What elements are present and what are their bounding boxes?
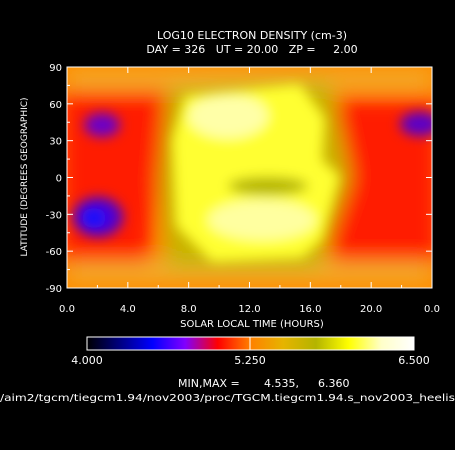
- y-tick-label: -30: [46, 210, 62, 221]
- colorbar-mid-label: 5.250: [234, 354, 266, 367]
- y-tick-label: 30: [49, 137, 62, 148]
- y-axis-label: LATITUDE (DEGREES GEOGRAPHIC): [20, 97, 30, 256]
- density-heatmap: [67, 67, 432, 288]
- x-tick-label: 0.0: [59, 304, 75, 315]
- x-tick-label: 20.0: [360, 304, 382, 315]
- x-tick-label: 4.0: [120, 304, 136, 315]
- y-tick-label: 60: [49, 100, 62, 111]
- minmax-label: MIN,MAX =: [178, 377, 240, 390]
- colorbar-min-label: 4.000: [71, 354, 103, 367]
- max-value: 6.360: [318, 377, 350, 390]
- x-tick-label: 16.0: [299, 304, 321, 315]
- chart-subtitle: DAY = 326 UT = 20.00 ZP = 2.00: [146, 43, 357, 56]
- x-tick-label: 0.0: [424, 304, 440, 315]
- x-axis: 0.0 4.0 8.0 12.0 16.0 20.0 0.0: [59, 67, 440, 315]
- chart-title: LOG10 ELECTRON DENSITY (cm-3): [157, 29, 347, 42]
- min-value: 4.535,: [264, 377, 299, 390]
- y-tick-label: 0: [56, 174, 62, 185]
- x-axis-label: SOLAR LOCAL TIME (HOURS): [180, 319, 324, 330]
- x-tick-label: 12.0: [238, 304, 260, 315]
- y-tick-label: -60: [46, 247, 62, 258]
- footer-path: /aim2/tgcm/tiegcm1.94/nov2003/proc/TGCM.…: [0, 393, 455, 404]
- x-tick-label: 8.0: [181, 304, 197, 315]
- colorbar-max-label: 6.500: [398, 354, 430, 367]
- y-tick-label: -90: [46, 284, 62, 295]
- y-tick-label: 90: [49, 63, 62, 74]
- y-axis: 90 60 30 0 -30 -60 -90: [46, 63, 432, 295]
